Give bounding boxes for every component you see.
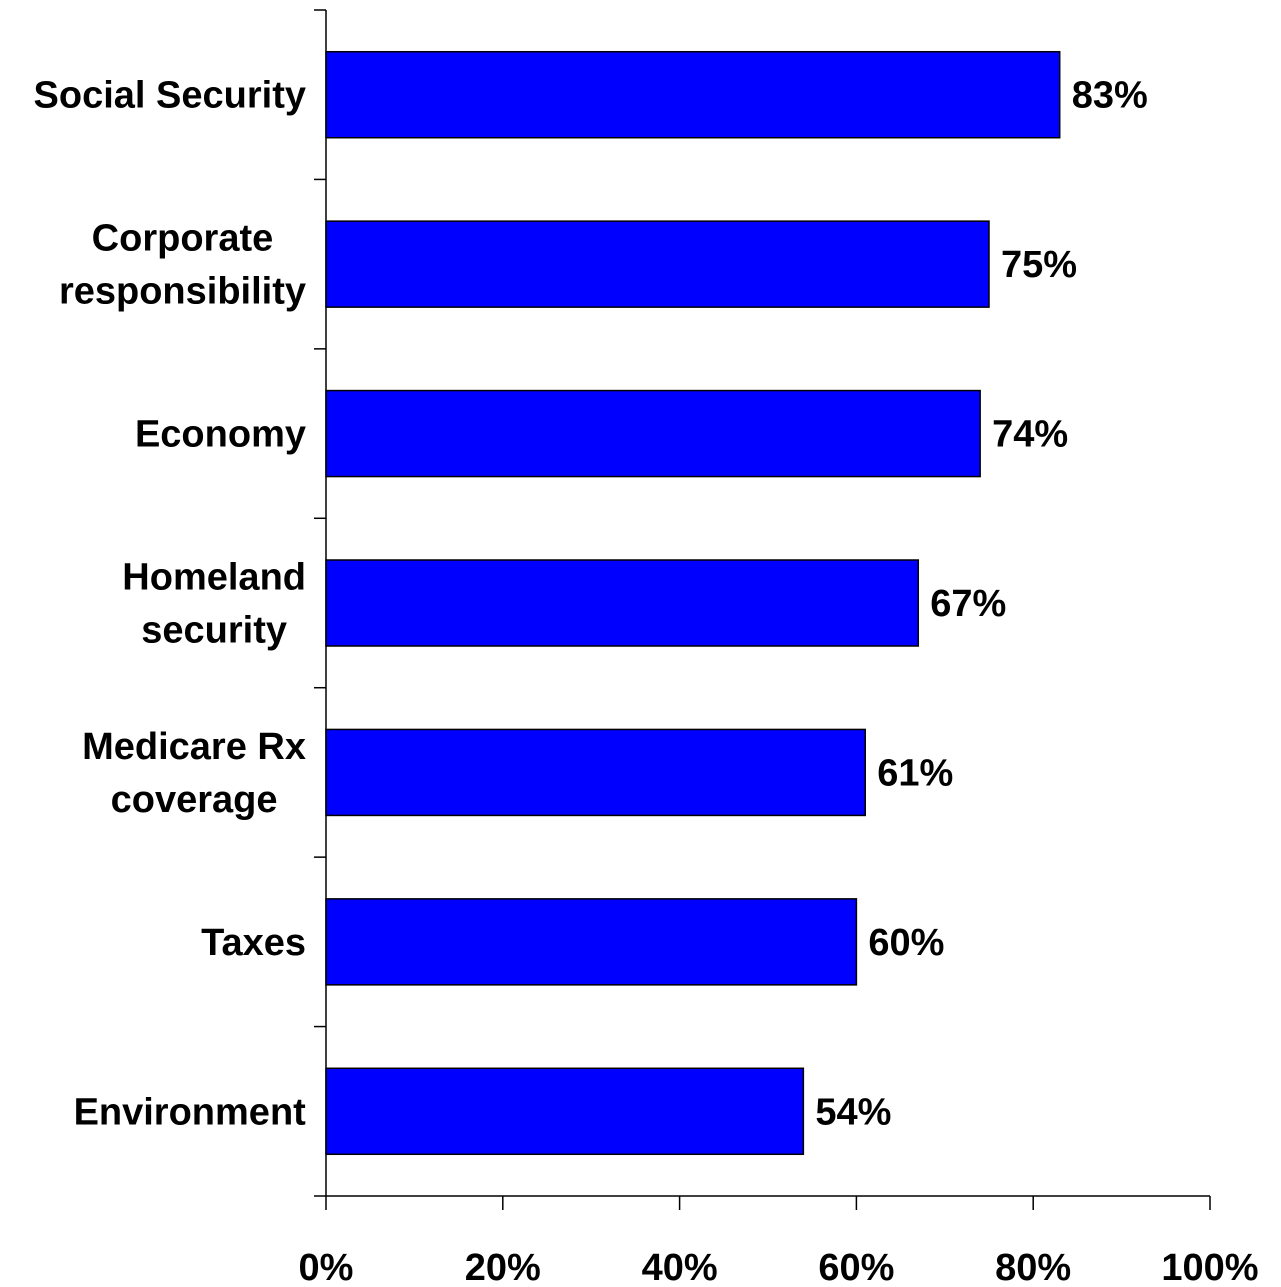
- category-label-1: Corporate responsibility: [59, 218, 306, 313]
- category-labels: Social Security Corporate responsibility Ec…: [34, 75, 307, 1134]
- category-label-4: Medicare Rx coverage: [82, 726, 306, 821]
- bar-4: [325, 728, 866, 817]
- x-tick-label-5: 100%: [1161, 1247, 1258, 1287]
- value-labels: 83% 75% 74% 67% 61% 60% 54%: [815, 75, 1147, 1134]
- category-label-2-line-0: Economy: [135, 414, 306, 456]
- category-label-4-line-0: Medicare Rx: [82, 726, 306, 768]
- x-tick-label-3: 60%: [818, 1247, 894, 1287]
- x-tick-label-2: 40%: [642, 1247, 718, 1287]
- bar-6: [325, 1067, 805, 1156]
- category-label-1-line-1: responsibility: [59, 271, 306, 313]
- value-label-2: 74%: [992, 414, 1068, 456]
- bar-1: [325, 220, 990, 308]
- axes: [314, 9, 1211, 1210]
- category-label-5-line-0: Taxes: [201, 922, 306, 964]
- category-label-1-line-0: Corporate: [92, 218, 274, 260]
- category-label-0-line-0: Social Security: [34, 75, 306, 117]
- value-label-5: 60%: [868, 922, 944, 964]
- bar-2: [325, 389, 981, 478]
- category-label-6-line-0: Environment: [74, 1091, 307, 1133]
- category-label-0: Social Security: [34, 75, 306, 117]
- category-label-5: Taxes: [201, 922, 306, 964]
- x-tick-label-1: 20%: [465, 1247, 541, 1287]
- value-label-4: 61%: [877, 752, 953, 794]
- bar-3: [325, 559, 920, 647]
- bars-group: [325, 50, 1061, 1156]
- bar-5: [325, 898, 858, 986]
- category-label-3: Homeland security: [122, 557, 306, 652]
- x-tick-labels: 0% 20% 40% 60% 80% 100%: [299, 1247, 1259, 1287]
- bar-0: [325, 50, 1061, 139]
- value-label-3: 67%: [930, 583, 1006, 625]
- value-label-0: 83%: [1072, 75, 1148, 117]
- x-tick-label-0: 0%: [299, 1247, 354, 1287]
- category-label-6: Environment: [74, 1091, 307, 1133]
- value-label-6: 54%: [815, 1091, 891, 1133]
- x-tick-label-4: 80%: [995, 1247, 1071, 1287]
- category-label-3-line-0: Homeland: [122, 557, 306, 599]
- category-label-4-line-1: coverage: [111, 779, 278, 821]
- category-label-3-line-1: security: [141, 610, 287, 652]
- category-label-2: Economy: [135, 414, 306, 456]
- value-label-1: 75%: [1001, 244, 1077, 286]
